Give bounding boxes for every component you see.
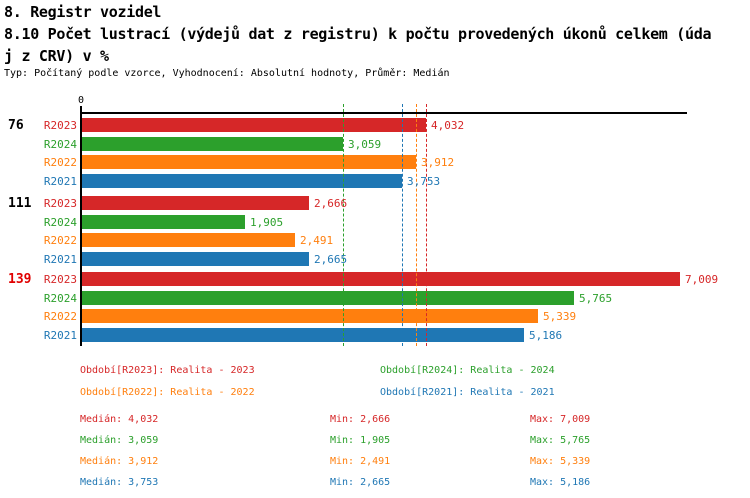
bar-value-label-139-R2024: 5,765: [579, 292, 613, 305]
bar-series-label-R2022: R2022: [43, 310, 77, 323]
legend-item-R2024: Období[R2024]: Realita - 2024: [380, 365, 555, 376]
bar-value-label-111-R2023: 2,666: [314, 197, 348, 210]
bar-value-label-111-R2022: 2,491: [300, 234, 334, 247]
bar-value-label-139-R2022: 5,339: [543, 310, 577, 323]
stat-max-R2021: Max: 5,186: [530, 477, 591, 488]
bar-111-R2024: [82, 215, 245, 229]
median-line-R2021: [402, 104, 403, 346]
group-label-139: 139: [8, 272, 32, 287]
stat-max-R2022: Max: 5,339: [530, 456, 591, 467]
x-axis-line: [81, 112, 687, 114]
bar-76-R2023: [82, 118, 426, 132]
chart-meta-line: Typ: Počítaný podle vzorce, Vyhodnocení:…: [4, 68, 450, 79]
bar-value-label-139-R2021: 5,186: [529, 329, 563, 342]
stat-min-R2021: Min: 2,665: [330, 477, 391, 488]
legend-item-R2023: Období[R2023]: Realita - 2023: [80, 365, 255, 376]
bar-value-label-76-R2022: 3,912: [421, 156, 455, 169]
stat-median-R2023: Medián: 4,032: [80, 414, 159, 425]
stat-median-R2022: Medián: 3,912: [80, 456, 159, 467]
stat-max-R2023: Max: 7,009: [530, 414, 591, 425]
report-section-title: 8. Registr vozidel: [4, 3, 162, 21]
legend-item-R2022: Období[R2022]: Realita - 2022: [80, 387, 255, 398]
bar-series-label-R2021: R2021: [43, 253, 77, 266]
bar-value-label-111-R2021: 2,665: [314, 253, 348, 266]
bar-139-R2024: [82, 291, 574, 305]
bar-series-label-R2024: R2024: [43, 216, 77, 229]
stat-min-R2023: Min: 2,666: [330, 414, 391, 425]
stat-median-R2024: Medián: 3,059: [80, 435, 159, 446]
bar-139-R2023: [82, 272, 680, 286]
bar-value-label-111-R2024: 1,905: [250, 216, 284, 229]
bar-139-R2021: [82, 328, 524, 342]
bar-series-label-R2023: R2023: [43, 119, 77, 132]
group-label-111: 111: [8, 196, 32, 211]
bar-series-label-R2024: R2024: [43, 292, 77, 305]
median-line-R2023: [426, 104, 427, 346]
bar-76-R2021: [82, 174, 402, 188]
bar-series-label-R2024: R2024: [43, 138, 77, 151]
bar-111-R2021: [82, 252, 309, 266]
median-line-R2022: [416, 104, 417, 346]
bar-series-label-R2022: R2022: [43, 156, 77, 169]
bar-76-R2024: [82, 137, 343, 151]
legend-item-R2021: Období[R2021]: Realita - 2021: [380, 387, 555, 398]
bar-139-R2022: [82, 309, 538, 323]
bar-series-label-R2022: R2022: [43, 234, 77, 247]
bar-76-R2022: [82, 155, 416, 169]
chart-title-line1: 8.10 Počet lustrací (výdejů dat z regist…: [4, 25, 712, 43]
bar-series-label-R2023: R2023: [43, 197, 77, 210]
group-label-76: 76: [8, 118, 24, 133]
bar-series-label-R2021: R2021: [43, 329, 77, 342]
stat-median-R2021: Medián: 3,753: [80, 477, 159, 488]
bar-series-label-R2021: R2021: [43, 175, 77, 188]
bar-value-label-139-R2023: 7,009: [685, 273, 719, 286]
x-axis-zero-label: 0: [78, 95, 85, 106]
bar-111-R2023: [82, 196, 309, 210]
y-axis-line: [80, 106, 82, 346]
chart-title-line2: j z CRV) v %: [4, 47, 109, 65]
bar-series-label-R2023: R2023: [43, 273, 77, 286]
median-line-R2024: [343, 104, 344, 346]
stat-min-R2022: Min: 2,491: [330, 456, 391, 467]
bar-value-label-76-R2021: 3,753: [407, 175, 441, 188]
bar-value-label-76-R2024: 3,059: [348, 138, 382, 151]
bar-value-label-76-R2023: 4,032: [431, 119, 465, 132]
stat-min-R2024: Min: 1,905: [330, 435, 391, 446]
bar-111-R2022: [82, 233, 295, 247]
stat-max-R2024: Max: 5,765: [530, 435, 591, 446]
